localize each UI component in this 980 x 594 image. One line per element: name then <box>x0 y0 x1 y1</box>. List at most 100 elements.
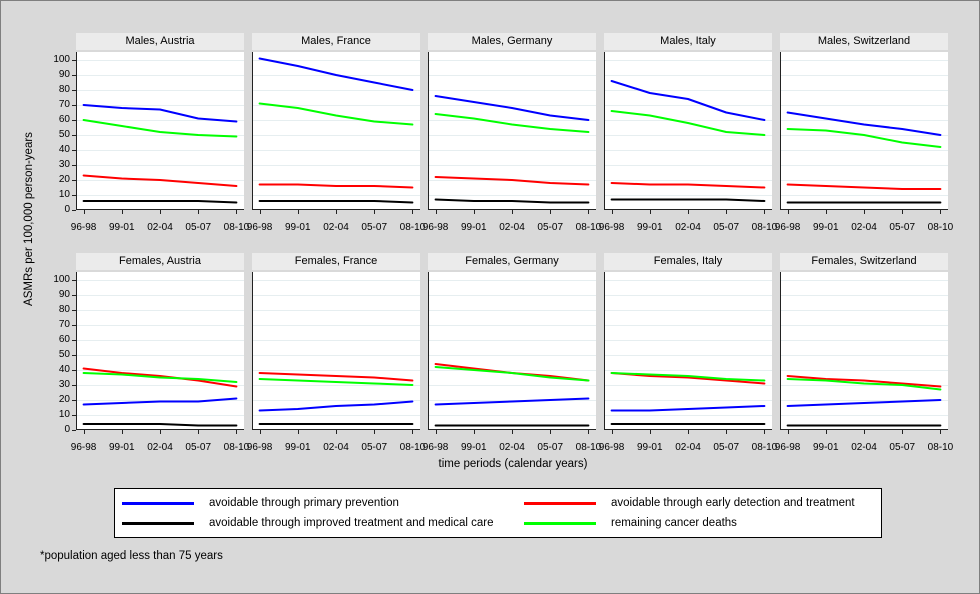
plot-area <box>252 52 420 214</box>
x-tick-label: 08-10 <box>223 222 250 233</box>
series-line-prevention <box>82 104 238 123</box>
y-tick-mark <box>72 399 76 401</box>
plot-area <box>76 52 244 214</box>
panel-title: Males, Switzerland <box>780 33 948 50</box>
series-line-remaining <box>82 372 238 383</box>
y-tick-mark <box>72 104 76 106</box>
legend-label: avoidable through early detection and tr… <box>611 497 855 509</box>
footnote: *population aged less than 75 years <box>40 550 223 562</box>
x-tick-label: 96-98 <box>422 442 449 453</box>
series-line-early-detection <box>258 183 414 189</box>
series-line-remaining <box>786 378 942 391</box>
legend-item-primary-prevention: avoidable through primary prevention <box>122 497 524 509</box>
y-tick-label: 0 <box>64 424 76 436</box>
series-line-early-detection <box>786 375 942 388</box>
x-axis-ticks: 96-98 99-01 02-04 05-07 08-10 <box>247 222 425 234</box>
series-line-prevention <box>258 57 414 91</box>
series-line-improved-treatment <box>82 200 238 204</box>
x-tick-label: 99-01 <box>812 222 839 233</box>
panel-females-switzerland: Females, Switzerland 96-98 99-01 02-04 05-07… <box>775 253 953 454</box>
x-tick-label: 08-10 <box>751 442 778 453</box>
y-tick-label: 80 <box>59 304 76 316</box>
y-tick-mark <box>72 164 76 166</box>
series-line-remaining <box>82 119 238 138</box>
x-tick-label: 08-10 <box>927 222 954 233</box>
legend-item-remaining-deaths: remaining cancer deaths <box>524 517 877 529</box>
legend-line-green <box>524 521 596 525</box>
x-tick-label: 96-98 <box>70 442 97 453</box>
series-line-early-detection <box>258 372 414 382</box>
x-tick-label: 08-10 <box>399 222 426 233</box>
series-line-remaining <box>786 128 942 148</box>
y-tick-label: 100 <box>53 54 76 66</box>
x-axis-ticks: 96-98 99-01 02-04 05-07 08-10 <box>423 442 601 454</box>
panel-title: Males, Germany <box>428 33 596 50</box>
y-tick-label: 30 <box>59 159 76 171</box>
x-tick-label: 02-04 <box>851 222 877 233</box>
series-line-remaining <box>258 378 414 386</box>
plot-area <box>604 272 772 434</box>
series-line-prevention <box>258 400 414 412</box>
x-axis-title: time periods (calendar years) <box>438 458 588 470</box>
y-tick-mark <box>72 324 76 326</box>
panel-females-germany: Females, Germany 96-98 99-01 02-04 05-07 08-1… <box>423 253 601 454</box>
legend-label: remaining cancer deaths <box>611 517 737 529</box>
x-tick-label: 05-07 <box>185 442 212 453</box>
x-tick-label: 08-10 <box>575 222 602 233</box>
x-tick-label: 99-01 <box>636 442 663 453</box>
x-tick-label: 99-01 <box>108 222 135 233</box>
y-tick-mark <box>72 74 76 76</box>
y-tick-mark <box>72 279 76 281</box>
y-tick-mark <box>72 339 76 341</box>
x-axis-ticks: 96-98 99-01 02-04 05-07 08-10 <box>71 442 249 454</box>
y-tick-label: 50 <box>59 129 76 141</box>
y-tick-label: 40 <box>59 144 76 156</box>
x-tick-label: 02-04 <box>675 222 701 233</box>
x-tick-label: 02-04 <box>851 442 877 453</box>
x-tick-label: 05-07 <box>185 222 212 233</box>
plot-area <box>428 52 596 214</box>
legend-line-black <box>122 521 194 525</box>
plot-area <box>252 272 420 434</box>
legend-item-improved-treatment: avoidable through improved treatment and… <box>122 517 524 529</box>
x-tick-label: 02-04 <box>323 442 349 453</box>
plot-area <box>780 272 948 434</box>
panel-males-france: Males, France 96-98 99-01 02-04 05-07 08-10 <box>247 33 425 234</box>
plot-area <box>428 272 596 434</box>
panel-title: Females, France <box>252 253 420 270</box>
legend-line-red <box>524 501 596 505</box>
x-tick-label: 96-98 <box>598 222 625 233</box>
y-tick-label: 60 <box>59 114 76 126</box>
x-tick-label: 05-07 <box>713 442 740 453</box>
panels: Males, Austria 96-98 99-01 02-04 05-07 08-10 M… <box>71 33 953 234</box>
y-tick-mark <box>72 384 76 386</box>
x-tick-label: 08-10 <box>575 442 602 453</box>
panel-males-germany: Males, Germany 96-98 99-01 02-04 05-07 08-10 <box>423 33 601 234</box>
x-tick-label: 08-10 <box>223 442 250 453</box>
x-tick-label: 99-01 <box>284 222 311 233</box>
x-tick-label: 02-04 <box>499 442 525 453</box>
y-tick-mark <box>72 134 76 136</box>
panel-males-switzerland: Males, Switzerland 96-98 99-01 02-04 05-07 08… <box>775 33 953 234</box>
series-line-improved-treatment <box>610 198 766 202</box>
y-tick-label: 50 <box>59 349 76 361</box>
y-tick-label: 20 <box>59 394 76 406</box>
y-tick-mark <box>72 194 76 196</box>
series-line-prevention <box>434 397 590 406</box>
panel-title: Males, Austria <box>76 33 244 50</box>
panel-females-france: Females, France 96-98 99-01 02-04 05-07 08-10 <box>247 253 425 454</box>
x-tick-label: 05-07 <box>361 222 388 233</box>
y-tick-label: 0 <box>64 204 76 216</box>
x-axis-ticks: 96-98 99-01 02-04 05-07 08-10 <box>599 222 777 234</box>
y-tick-label: 70 <box>59 99 76 111</box>
x-tick-label: 96-98 <box>70 222 97 233</box>
x-tick-label: 08-10 <box>927 442 954 453</box>
series-line-prevention <box>610 80 766 121</box>
x-tick-label: 02-04 <box>499 222 525 233</box>
x-tick-label: 02-04 <box>147 442 173 453</box>
x-axis-ticks: 96-98 99-01 02-04 05-07 08-10 <box>775 222 953 234</box>
series-line-remaining <box>610 110 766 136</box>
series-line-improved-treatment <box>434 198 590 204</box>
x-tick-label: 99-01 <box>108 442 135 453</box>
y-tick-mark <box>72 89 76 91</box>
